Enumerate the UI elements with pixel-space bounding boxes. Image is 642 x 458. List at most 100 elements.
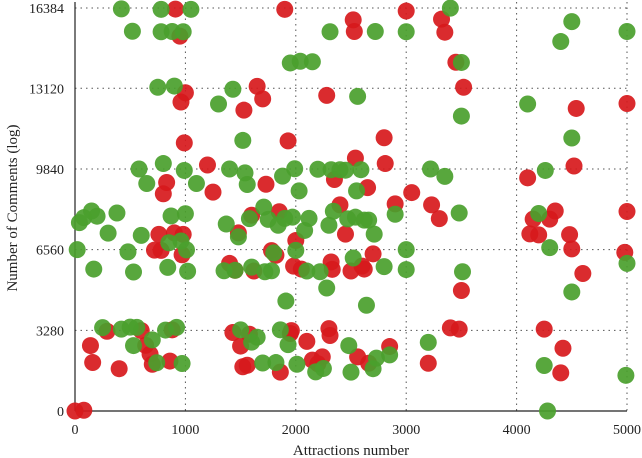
green-point <box>175 161 193 179</box>
green-point <box>552 33 570 51</box>
green-point <box>224 80 242 98</box>
red-point <box>375 129 393 147</box>
green-point <box>617 366 635 384</box>
green-point <box>229 228 247 246</box>
green-point <box>179 262 197 280</box>
green-point <box>125 337 143 355</box>
red-point <box>565 157 583 175</box>
green-point <box>108 204 126 222</box>
tick-labels: 0 1000 2000 3000 4000 5000 0 3280 6560 9840 13120 1… <box>29 2 641 438</box>
green-point <box>421 160 439 178</box>
green-point <box>232 321 250 339</box>
data-points <box>66 0 636 420</box>
red-point <box>321 326 339 344</box>
red-point <box>561 226 579 244</box>
green-point <box>226 261 244 279</box>
red-point <box>554 339 572 357</box>
green-point <box>290 182 308 200</box>
red-point <box>336 225 354 243</box>
green-point <box>154 155 172 173</box>
red-point <box>198 156 216 174</box>
red-point <box>436 23 454 41</box>
green-point <box>168 318 186 336</box>
red-point <box>235 101 253 119</box>
green-point <box>336 161 354 179</box>
green-point <box>88 207 106 225</box>
red-point <box>552 364 570 382</box>
green-point <box>182 0 200 18</box>
green-point <box>342 363 360 381</box>
red-point <box>376 155 394 173</box>
green-point <box>123 22 141 40</box>
green-point <box>125 263 143 281</box>
green-point <box>85 260 103 278</box>
red-point <box>450 320 468 338</box>
green-point <box>348 182 366 200</box>
green-point <box>324 202 342 220</box>
green-point <box>234 131 252 149</box>
green-point <box>159 258 177 276</box>
red-point <box>75 401 93 419</box>
x-tick-label: 3000 <box>392 423 420 438</box>
green-point <box>138 174 156 192</box>
red-point <box>567 99 585 117</box>
red-point <box>276 0 294 18</box>
red-point <box>574 265 592 283</box>
green-point <box>563 129 581 147</box>
green-point <box>174 23 192 41</box>
green-point <box>291 52 309 70</box>
green-point <box>357 296 375 314</box>
red-point <box>84 354 102 372</box>
green-point <box>519 95 537 113</box>
green-point <box>367 349 385 367</box>
green-point <box>360 211 378 229</box>
red-point <box>423 196 441 214</box>
green-point <box>288 355 306 373</box>
red-point <box>158 173 176 191</box>
x-tick-label: 0 <box>72 423 79 438</box>
green-point <box>381 346 399 364</box>
red-point <box>238 356 256 374</box>
y-tick-label: 0 <box>57 405 64 420</box>
green-point <box>187 174 205 192</box>
green-point <box>68 241 86 259</box>
green-point <box>287 241 305 259</box>
green-point <box>210 95 228 113</box>
x-tick-label: 4000 <box>503 423 531 438</box>
green-point <box>298 262 316 280</box>
green-point <box>238 175 256 193</box>
green-point <box>441 0 459 17</box>
red-point <box>618 95 636 113</box>
green-point <box>265 244 283 262</box>
green-point <box>340 337 358 355</box>
green-point <box>178 241 196 259</box>
red-point <box>419 354 437 372</box>
green-point <box>530 204 548 222</box>
green-point <box>99 224 117 242</box>
y-tick-label: 9840 <box>36 163 64 178</box>
green-point <box>563 283 581 301</box>
green-point <box>311 263 329 281</box>
green-point <box>148 354 166 372</box>
red-point <box>430 210 448 228</box>
y-tick-label: 13120 <box>29 82 64 97</box>
green-point <box>162 207 180 225</box>
green-point <box>320 216 338 234</box>
green-point <box>149 78 167 96</box>
green-point <box>279 336 297 354</box>
red-point <box>563 240 581 258</box>
green-point <box>352 161 370 179</box>
red-point <box>355 260 373 278</box>
red-point <box>110 360 128 378</box>
green-point <box>541 239 559 257</box>
green-point <box>303 53 321 71</box>
green-point <box>344 249 362 267</box>
red-point <box>166 0 184 18</box>
green-point <box>119 243 137 261</box>
green-point <box>366 22 384 40</box>
green-point <box>217 215 235 233</box>
green-point <box>539 402 557 420</box>
green-point <box>452 107 470 125</box>
red-point <box>397 2 415 20</box>
green-point <box>563 13 581 31</box>
